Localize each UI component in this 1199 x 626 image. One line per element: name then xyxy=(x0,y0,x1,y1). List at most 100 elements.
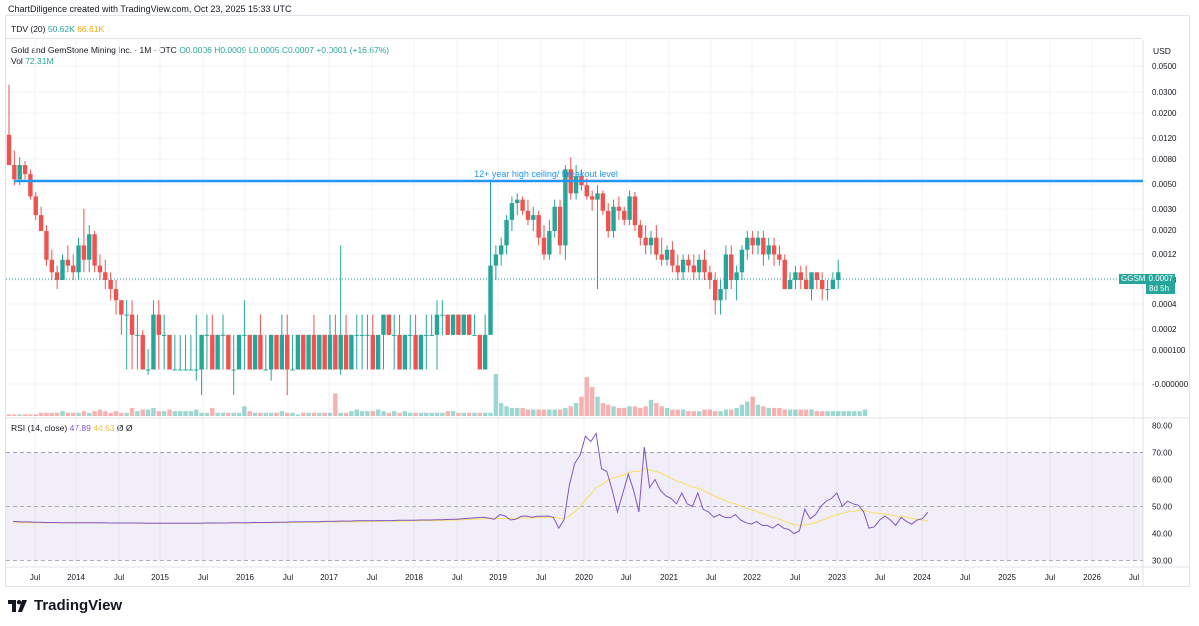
volume-bar xyxy=(33,414,38,416)
rsi-tick-label: 80.00 xyxy=(1152,421,1173,430)
candle-body xyxy=(135,334,140,336)
volume-bar xyxy=(60,411,65,416)
volume-bar xyxy=(627,406,632,416)
volume-bar xyxy=(301,412,306,416)
candle-body xyxy=(210,334,215,370)
volume-bar xyxy=(830,411,836,416)
candle-body xyxy=(814,272,820,280)
volume-bar xyxy=(611,406,616,416)
volume-bar xyxy=(327,412,333,416)
volume-legend[interactable]: Vol 72.31M xyxy=(11,56,54,66)
candle-body xyxy=(236,334,242,370)
candle-body xyxy=(124,314,129,316)
rsi-hidden-icon-2[interactable]: Ø xyxy=(125,423,133,433)
candle-body xyxy=(515,199,520,204)
volume-bar xyxy=(365,411,370,416)
candle-body xyxy=(584,185,589,197)
volume-bar xyxy=(643,406,648,416)
candle-body xyxy=(71,265,76,273)
price-tick-label: 0.0004 xyxy=(1152,300,1177,309)
candle-body xyxy=(370,334,375,370)
candle-body xyxy=(418,334,424,370)
time-tick-label: Jul xyxy=(1045,573,1055,582)
candle-body xyxy=(60,259,65,280)
rsi-legend[interactable]: RSI (14, close) 47.89 44.63 Ø Ø xyxy=(11,423,133,433)
volume-bar xyxy=(188,411,194,416)
volume-bar xyxy=(499,403,504,416)
candle-body xyxy=(670,249,675,266)
volume-bar xyxy=(322,412,327,416)
pane-divider xyxy=(5,38,1142,39)
tdv-legend[interactable]: TDV (20) 50.62K 66.61K xyxy=(11,24,104,34)
time-tick-label: 2023 xyxy=(828,573,846,582)
candle-body xyxy=(600,193,606,211)
volume-bar xyxy=(429,412,434,416)
time-tick-label: 2015 xyxy=(151,573,169,582)
rsi-tick-label: 60.00 xyxy=(1152,475,1173,484)
candle-body xyxy=(504,219,509,246)
tradingview-logo[interactable]: TradingView xyxy=(8,597,122,614)
candle-body xyxy=(664,249,670,260)
volume-bar xyxy=(97,409,103,416)
volume-bar xyxy=(466,412,472,416)
ohlc-change: +0.0001 (+16.67%) xyxy=(316,45,390,55)
candle-body xyxy=(317,334,322,370)
countdown-badge: 8d 5h xyxy=(1146,284,1175,294)
volume-bar xyxy=(268,412,274,416)
price-tick-label: 0.0002 xyxy=(1152,325,1177,334)
tdv-value-1: 50.62K xyxy=(47,24,75,34)
chart-credit: ChartDiligence created with TradingView.… xyxy=(8,4,292,14)
volume-bar xyxy=(515,407,520,416)
volume-bars xyxy=(6,374,868,416)
volume-bar xyxy=(92,411,97,416)
volume-bar xyxy=(862,409,868,416)
volume-bar xyxy=(664,407,670,416)
volume-bar xyxy=(857,411,862,416)
volume-bar xyxy=(199,412,204,416)
volume-bar xyxy=(381,411,386,416)
volume-bar xyxy=(274,412,279,416)
volume-bar xyxy=(477,412,482,416)
volume-bar xyxy=(632,406,638,416)
currency-label[interactable]: USD xyxy=(1153,46,1171,56)
volume-bar xyxy=(44,412,49,416)
volume-bar xyxy=(568,406,573,416)
candle-body xyxy=(413,334,418,370)
volume-bar xyxy=(771,407,777,416)
time-tick-label: 2016 xyxy=(236,573,254,582)
price-tick-label: 0.0080 xyxy=(1152,155,1177,164)
candle-body xyxy=(392,334,397,336)
time-tick-label: 2017 xyxy=(320,573,338,582)
candle-body xyxy=(156,314,161,335)
volume-bar xyxy=(295,414,301,416)
rsi-hidden-icon-1[interactable]: Ø xyxy=(116,423,124,433)
price-tick-label: 0.0050 xyxy=(1152,180,1177,189)
volume-bar xyxy=(354,409,359,416)
candle-body xyxy=(616,206,622,211)
symbol-legend[interactable]: Gold and GemStone Mining Inc. · 1M · OTC… xyxy=(11,45,389,55)
volume-bar xyxy=(654,403,659,416)
volume-bar xyxy=(702,409,707,416)
rsi-value: 47.89 xyxy=(69,423,91,433)
candle-body xyxy=(365,334,370,336)
price-axis: 0.0500 0.0300 0.0200 0.0120 0.0080 0.0050 0.00… xyxy=(1152,62,1189,389)
time-tick-label: Jul xyxy=(452,573,462,582)
volume-bar xyxy=(236,412,242,416)
candle-body xyxy=(38,215,44,232)
volume-bar xyxy=(402,411,408,416)
volume-bar xyxy=(418,412,424,416)
candle-body xyxy=(220,334,226,336)
volume-bar xyxy=(531,409,536,416)
candle-body xyxy=(499,245,504,255)
candle-body xyxy=(322,334,327,370)
volume-bar xyxy=(306,412,311,416)
candle-body xyxy=(194,369,199,371)
volume-bar xyxy=(836,411,841,416)
candle-body xyxy=(285,334,290,370)
volume-bar xyxy=(392,411,397,416)
volume-bar xyxy=(258,412,263,416)
volume-bar xyxy=(616,407,622,416)
candle-body xyxy=(375,334,381,370)
candle-body xyxy=(809,272,814,290)
